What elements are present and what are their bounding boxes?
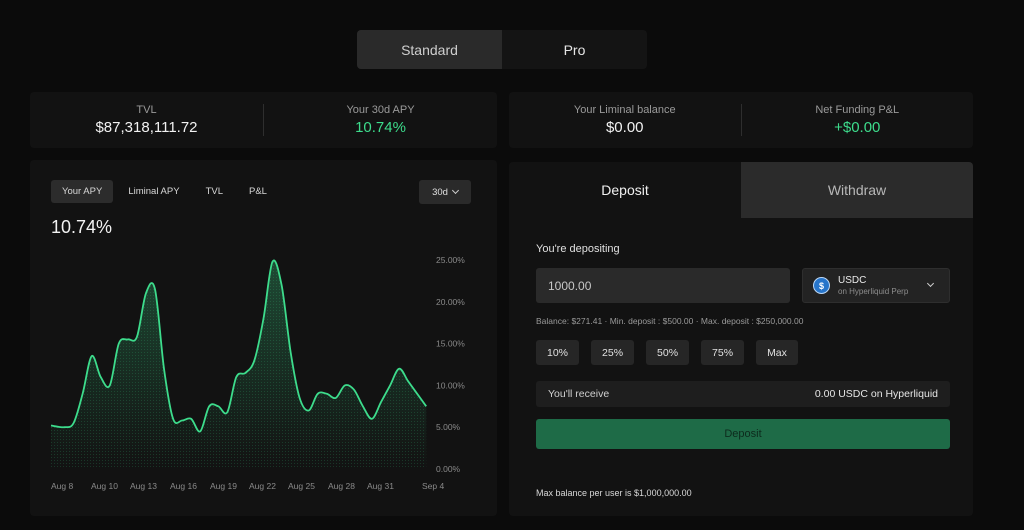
stat-pnl: Net Funding P&L +$0.00 xyxy=(742,104,974,136)
y-tick-label: 15.00% xyxy=(436,339,465,349)
receive-value: 0.00 USDC on Hyperliquid xyxy=(814,388,938,400)
stat-balance: Your Liminal balance $0.00 xyxy=(509,104,741,136)
percent-50-button[interactable]: 50% xyxy=(646,340,690,365)
y-tick-label: 25.00% xyxy=(436,255,465,265)
stat-divider xyxy=(740,104,742,136)
chevron-down-icon xyxy=(926,279,935,288)
tab-pnl[interactable]: P&L xyxy=(249,186,267,197)
chart-current-value: 10.74% xyxy=(51,217,113,237)
chart-card: 0.00% 5.00% 10.00% 15.00% 20.00% 25.00% Aug 8 A… xyxy=(30,160,497,516)
range-select-value: 30d xyxy=(432,186,448,198)
tab-liminal-apy[interactable]: Liminal APY xyxy=(128,186,180,197)
stats-card-vault: TVL $87,318,111.72 Your 30d APY 10.74% xyxy=(30,92,497,148)
x-tick-label: Aug 22 xyxy=(249,481,276,491)
percent-25-button[interactable]: 25% xyxy=(591,340,635,365)
token-select[interactable]: $ USDC on Hyperliquid Perp xyxy=(802,268,950,303)
mode-toggle: Standard Pro xyxy=(357,30,647,69)
stat-apy-label: Your 30d APY xyxy=(346,104,415,116)
x-tick-label: Aug 16 xyxy=(170,481,197,491)
deposit-submit-button[interactable]: Deposit xyxy=(536,419,950,449)
depositing-label: You're depositing xyxy=(536,243,620,255)
chevron-down-icon xyxy=(451,186,459,195)
tab-your-apy[interactable]: Your APY xyxy=(51,180,114,203)
y-tick-label: 10.00% xyxy=(436,380,465,390)
x-tick-label: Aug 13 xyxy=(130,481,157,491)
apy-chart: 0.00% 5.00% 10.00% 15.00% 20.00% 25.00% Aug 8 A… xyxy=(50,255,465,491)
range-select[interactable]: 30d xyxy=(419,180,471,204)
percent-75-button[interactable]: 75% xyxy=(701,340,745,365)
stat-tvl-value: $87,318,111.72 xyxy=(95,119,198,136)
max-balance-note: Max balance per user is $1,000,000.00 xyxy=(536,488,692,498)
token-name: USDC xyxy=(838,275,867,286)
token-network: on Hyperliquid Perp xyxy=(838,287,909,296)
chart-series-line xyxy=(50,259,427,433)
stats-card-user: Your Liminal balance $0.00 Net Funding P… xyxy=(509,92,973,148)
x-tick-label: Aug 25 xyxy=(288,481,315,491)
x-tick-label: Sep 4 xyxy=(422,481,444,491)
deposit-panel: Deposit Withdraw You're depositing $ USD… xyxy=(509,162,973,516)
amount-input[interactable] xyxy=(536,268,790,303)
mode-standard-button[interactable]: Standard xyxy=(357,30,502,69)
stat-balance-value: $0.00 xyxy=(605,119,644,136)
token-text: USDC on Hyperliquid Perp xyxy=(838,275,908,296)
stat-apy: Your 30d APY 10.74% xyxy=(264,104,497,136)
x-tick-label: Aug 10 xyxy=(91,481,118,491)
x-tick-label: Aug 8 xyxy=(51,481,73,491)
usdc-icon: $ xyxy=(813,277,830,294)
y-tick-label: 0.00% xyxy=(436,464,461,474)
stat-tvl: TVL $87,318,111.72 xyxy=(30,104,263,136)
x-tick-label: Aug 28 xyxy=(328,481,355,491)
percent-buttons: 10% 25% 50% 75% Max xyxy=(536,340,798,365)
mode-pro-button[interactable]: Pro xyxy=(563,41,586,58)
chart-area-texture xyxy=(51,260,427,469)
x-tick-label: Aug 19 xyxy=(210,481,237,491)
stat-pnl-label: Net Funding P&L xyxy=(815,104,900,116)
chart-tabs: Your APY Liminal APY TVL P&L xyxy=(51,180,278,203)
tab-withdraw[interactable]: Withdraw xyxy=(741,162,973,218)
stat-pnl-value: +$0.00 xyxy=(834,119,881,136)
tab-tvl[interactable]: TVL xyxy=(205,186,223,197)
receive-label: You'll receive xyxy=(548,388,610,400)
percent-10-button[interactable]: 10% xyxy=(536,340,580,365)
balance-info: Balance: $271.41 · Min. deposit : $500.0… xyxy=(536,316,804,326)
action-tabs: Deposit Withdraw xyxy=(509,162,973,218)
stat-tvl-label: TVL xyxy=(136,104,157,116)
stat-balance-label: Your Liminal balance xyxy=(573,104,676,116)
max-button[interactable]: Max xyxy=(756,340,798,365)
y-tick-label: 5.00% xyxy=(436,422,461,432)
x-tick-label: Aug 31 xyxy=(367,481,394,491)
stat-apy-value: 10.74% xyxy=(355,119,406,136)
stat-divider xyxy=(263,104,264,136)
receive-row: You'll receive 0.00 USDC on Hyperliquid xyxy=(536,381,950,407)
y-tick-label: 20.00% xyxy=(436,297,465,307)
tab-deposit[interactable]: Deposit xyxy=(509,162,741,218)
